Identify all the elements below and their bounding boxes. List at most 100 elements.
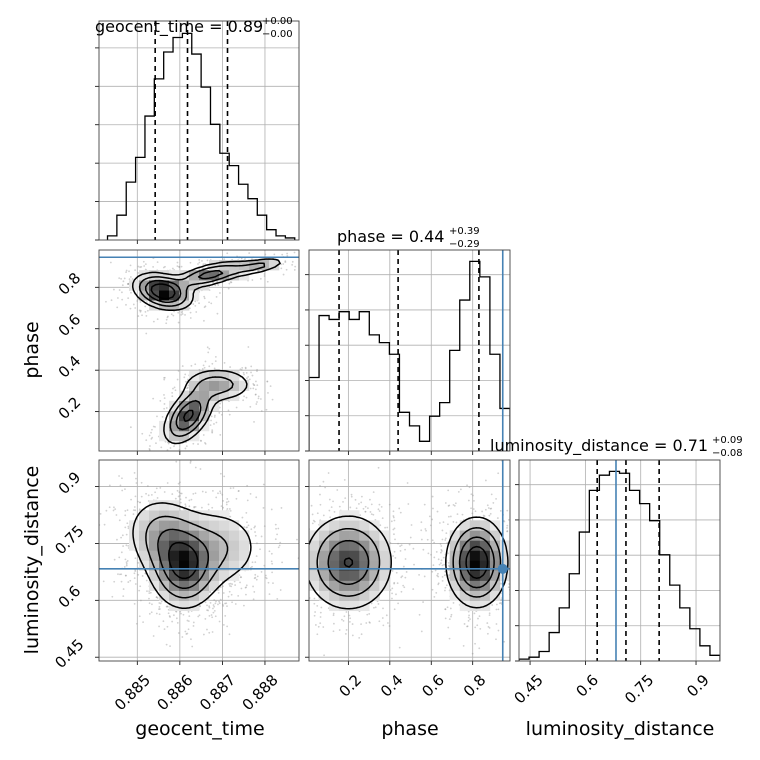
luminosity_distance-vs-phase-density-cell: [319, 580, 330, 591]
luminosity_distance-vs-phase-density-cell: [309, 580, 320, 591]
luminosity_distance-vs-geocent_time-sample: [212, 611, 215, 614]
luminosity_distance-vs-phase-sample: [443, 574, 446, 577]
luminosity_distance-vs-geocent_time-sample: [251, 561, 254, 564]
phase-title: phase = 0.44: [337, 227, 444, 246]
luminosity_distance-vs-geocent_time-sample: [159, 608, 161, 610]
luminosity_distance-vs-phase-sample: [393, 533, 395, 536]
luminosity_distance-vs-phase-sample: [394, 557, 397, 559]
luminosity_distance-vs-geocent_time-sample: [252, 598, 255, 601]
luminosity_distance-vs-phase-sample: [404, 558, 407, 560]
phase-vs-geocent_time-sample: [132, 303, 135, 306]
luminosity_distance-vs-geocent_time-sample: [135, 482, 138, 484]
phase-vs-geocent_time-sample: [164, 265, 166, 268]
luminosity_distance-vs-phase-density-cell: [469, 590, 481, 601]
luminosity_distance-vs-phase-sample: [471, 652, 474, 655]
luminosity_distance-hist-frame: [518, 459, 721, 662]
luminosity_distance-vs-phase-sample: [327, 472, 330, 474]
luminosity_distance-vs-phase-sample: [319, 503, 322, 506]
luminosity_distance-vs-phase-sample: [478, 615, 481, 618]
phase-vs-geocent_time-sample: [145, 301, 148, 303]
phase-vs-geocent_time-density-cell: [219, 390, 230, 402]
luminosity_distance-vs-geocent_time-sample: [174, 497, 177, 500]
luminosity_distance-vs-phase-sample: [395, 571, 398, 574]
phase-vs-geocent_time-ytick-label-2: 0.6: [55, 310, 85, 340]
luminosity_distance-vs-geocent_time-sample: [149, 591, 152, 594]
phase-vs-geocent_time-sample: [189, 300, 191, 303]
luminosity_distance-vs-geocent_time-sample: [163, 628, 166, 631]
luminosity_distance-vs-geocent_time-sample: [223, 475, 226, 478]
luminosity_distance-vs-phase-sample: [290, 554, 292, 556]
luminosity_distance-vs-geocent_time-sample: [207, 503, 210, 506]
luminosity_distance-vs-phase-sample: [316, 633, 319, 636]
luminosity_distance-vs-phase-sample: [345, 611, 348, 613]
luminosity_distance-vs-geocent_time-sample: [119, 573, 121, 576]
luminosity_distance-vs-geocent_time-sample: [124, 574, 127, 577]
luminosity_distance-vs-phase-sample: [393, 550, 396, 553]
phase-vs-geocent_time-sample: [227, 287, 230, 290]
luminosity_distance-vs-phase-sample: [433, 541, 436, 544]
phase-vs-geocent_time-density-cell: [159, 290, 170, 301]
luminosity_distance-vs-phase-sample: [467, 619, 470, 622]
luminosity_distance-vs-phase-sample: [467, 499, 470, 502]
luminosity_distance-vs-geocent_time-density-cell: [169, 520, 180, 531]
luminosity_distance-vs-geocent_time-density-cell: [229, 570, 240, 581]
phase-vs-geocent_time-sample: [250, 365, 253, 368]
luminosity_distance-vs-phase-sample: [506, 509, 509, 512]
luminosity_distance-vs-phase-sample: [402, 584, 405, 587]
luminosity_distance-vs-phase-sample: [521, 579, 523, 581]
luminosity_distance-vs-phase-density-cell: [329, 520, 340, 531]
phase-vs-geocent_time-sample: [300, 262, 302, 264]
luminosity_distance-vs-geocent_time-sample: [218, 620, 221, 623]
luminosity_distance-vs-phase-sample: [431, 588, 434, 591]
luminosity_distance-vs-phase-sample: [322, 626, 325, 628]
luminosity_distance-vs-geocent_time-sample: [193, 506, 196, 509]
luminosity_distance-vs-geocent_time-sample: [175, 610, 178, 613]
luminosity_distance-vs-geocent_time-sample: [254, 573, 257, 576]
luminosity_distance-vs-phase-sample: [291, 509, 293, 511]
luminosity_distance-vs-phase-sample: [523, 575, 525, 577]
luminosity_distance-vs-phase-sample: [322, 514, 325, 517]
luminosity_distance-vs-geocent_time-sample: [166, 482, 169, 484]
luminosity_distance-vs-geocent_time-sample: [139, 599, 142, 602]
luminosity_distance-vs-geocent_time-sample: [159, 602, 162, 605]
phase-vs-geocent_time-sample: [252, 387, 255, 390]
luminosity_distance-vs-phase-sample: [496, 517, 499, 519]
phase-vs-geocent_time-sample: [143, 265, 146, 267]
luminosity_distance-vs-geocent_time-sample: [264, 574, 267, 577]
luminosity_distance-vs-phase-sample: [512, 544, 514, 546]
luminosity_distance-vs-phase-sample: [448, 618, 451, 621]
luminosity_distance-vs-phase-sample: [486, 622, 489, 624]
phase-vs-geocent_time-sample: [253, 384, 255, 386]
luminosity_distance-vs-geocent_time-density-cell: [159, 570, 170, 581]
luminosity_distance-vs-phase-sample: [444, 589, 446, 592]
luminosity_distance-vs-phase-sample: [303, 584, 305, 586]
luminosity_distance-vs-geocent_time-sample: [245, 511, 248, 514]
luminosity_distance-vs-phase-sample: [311, 513, 314, 516]
luminosity_distance-vs-phase-sample: [257, 532, 259, 534]
phase-vs-geocent_time-sample: [255, 380, 257, 383]
luminosity_distance-vs-geocent_time-sample: [130, 498, 132, 501]
luminosity_distance-vs-phase-sample: [358, 503, 360, 505]
luminosity_distance-vs-phase-sample: [456, 513, 459, 516]
luminosity_distance-vs-phase-sample: [423, 575, 426, 578]
luminosity_distance-vs-phase-sample: [446, 606, 449, 609]
luminosity_distance-vs-geocent_time-sample: [96, 514, 98, 516]
luminosity_distance-vs-geocent_time-sample: [187, 620, 190, 623]
luminosity_distance-vs-phase-sample: [364, 510, 367, 513]
phase-title-down: −0.29: [449, 239, 480, 250]
phase-vs-geocent_time-sample: [167, 315, 169, 318]
luminosity_distance-vs-phase-sample: [437, 582, 440, 585]
luminosity_distance-vs-phase-sample: [524, 534, 526, 536]
luminosity_distance-vs-phase-sample: [431, 539, 434, 542]
phase-vs-geocent_time-sample: [167, 442, 170, 445]
luminosity_distance-vs-geocent_time-sample: [166, 625, 169, 628]
luminosity_distance-vs-geocent_time-sample: [139, 585, 142, 588]
luminosity_distance-vs-phase-sample: [360, 501, 363, 504]
phase-vs-geocent_time-sample: [256, 370, 258, 373]
phase-vs-geocent_time-sample: [137, 315, 140, 317]
phase-vs-geocent_time-sample: [180, 313, 183, 316]
luminosity_distance-vs-phase-sample: [372, 491, 375, 494]
luminosity_distance-vs-phase-density-cell: [349, 580, 360, 591]
phase-vs-geocent_time-sample: [180, 265, 183, 268]
luminosity_distance-vs-phase-sample: [500, 582, 502, 585]
